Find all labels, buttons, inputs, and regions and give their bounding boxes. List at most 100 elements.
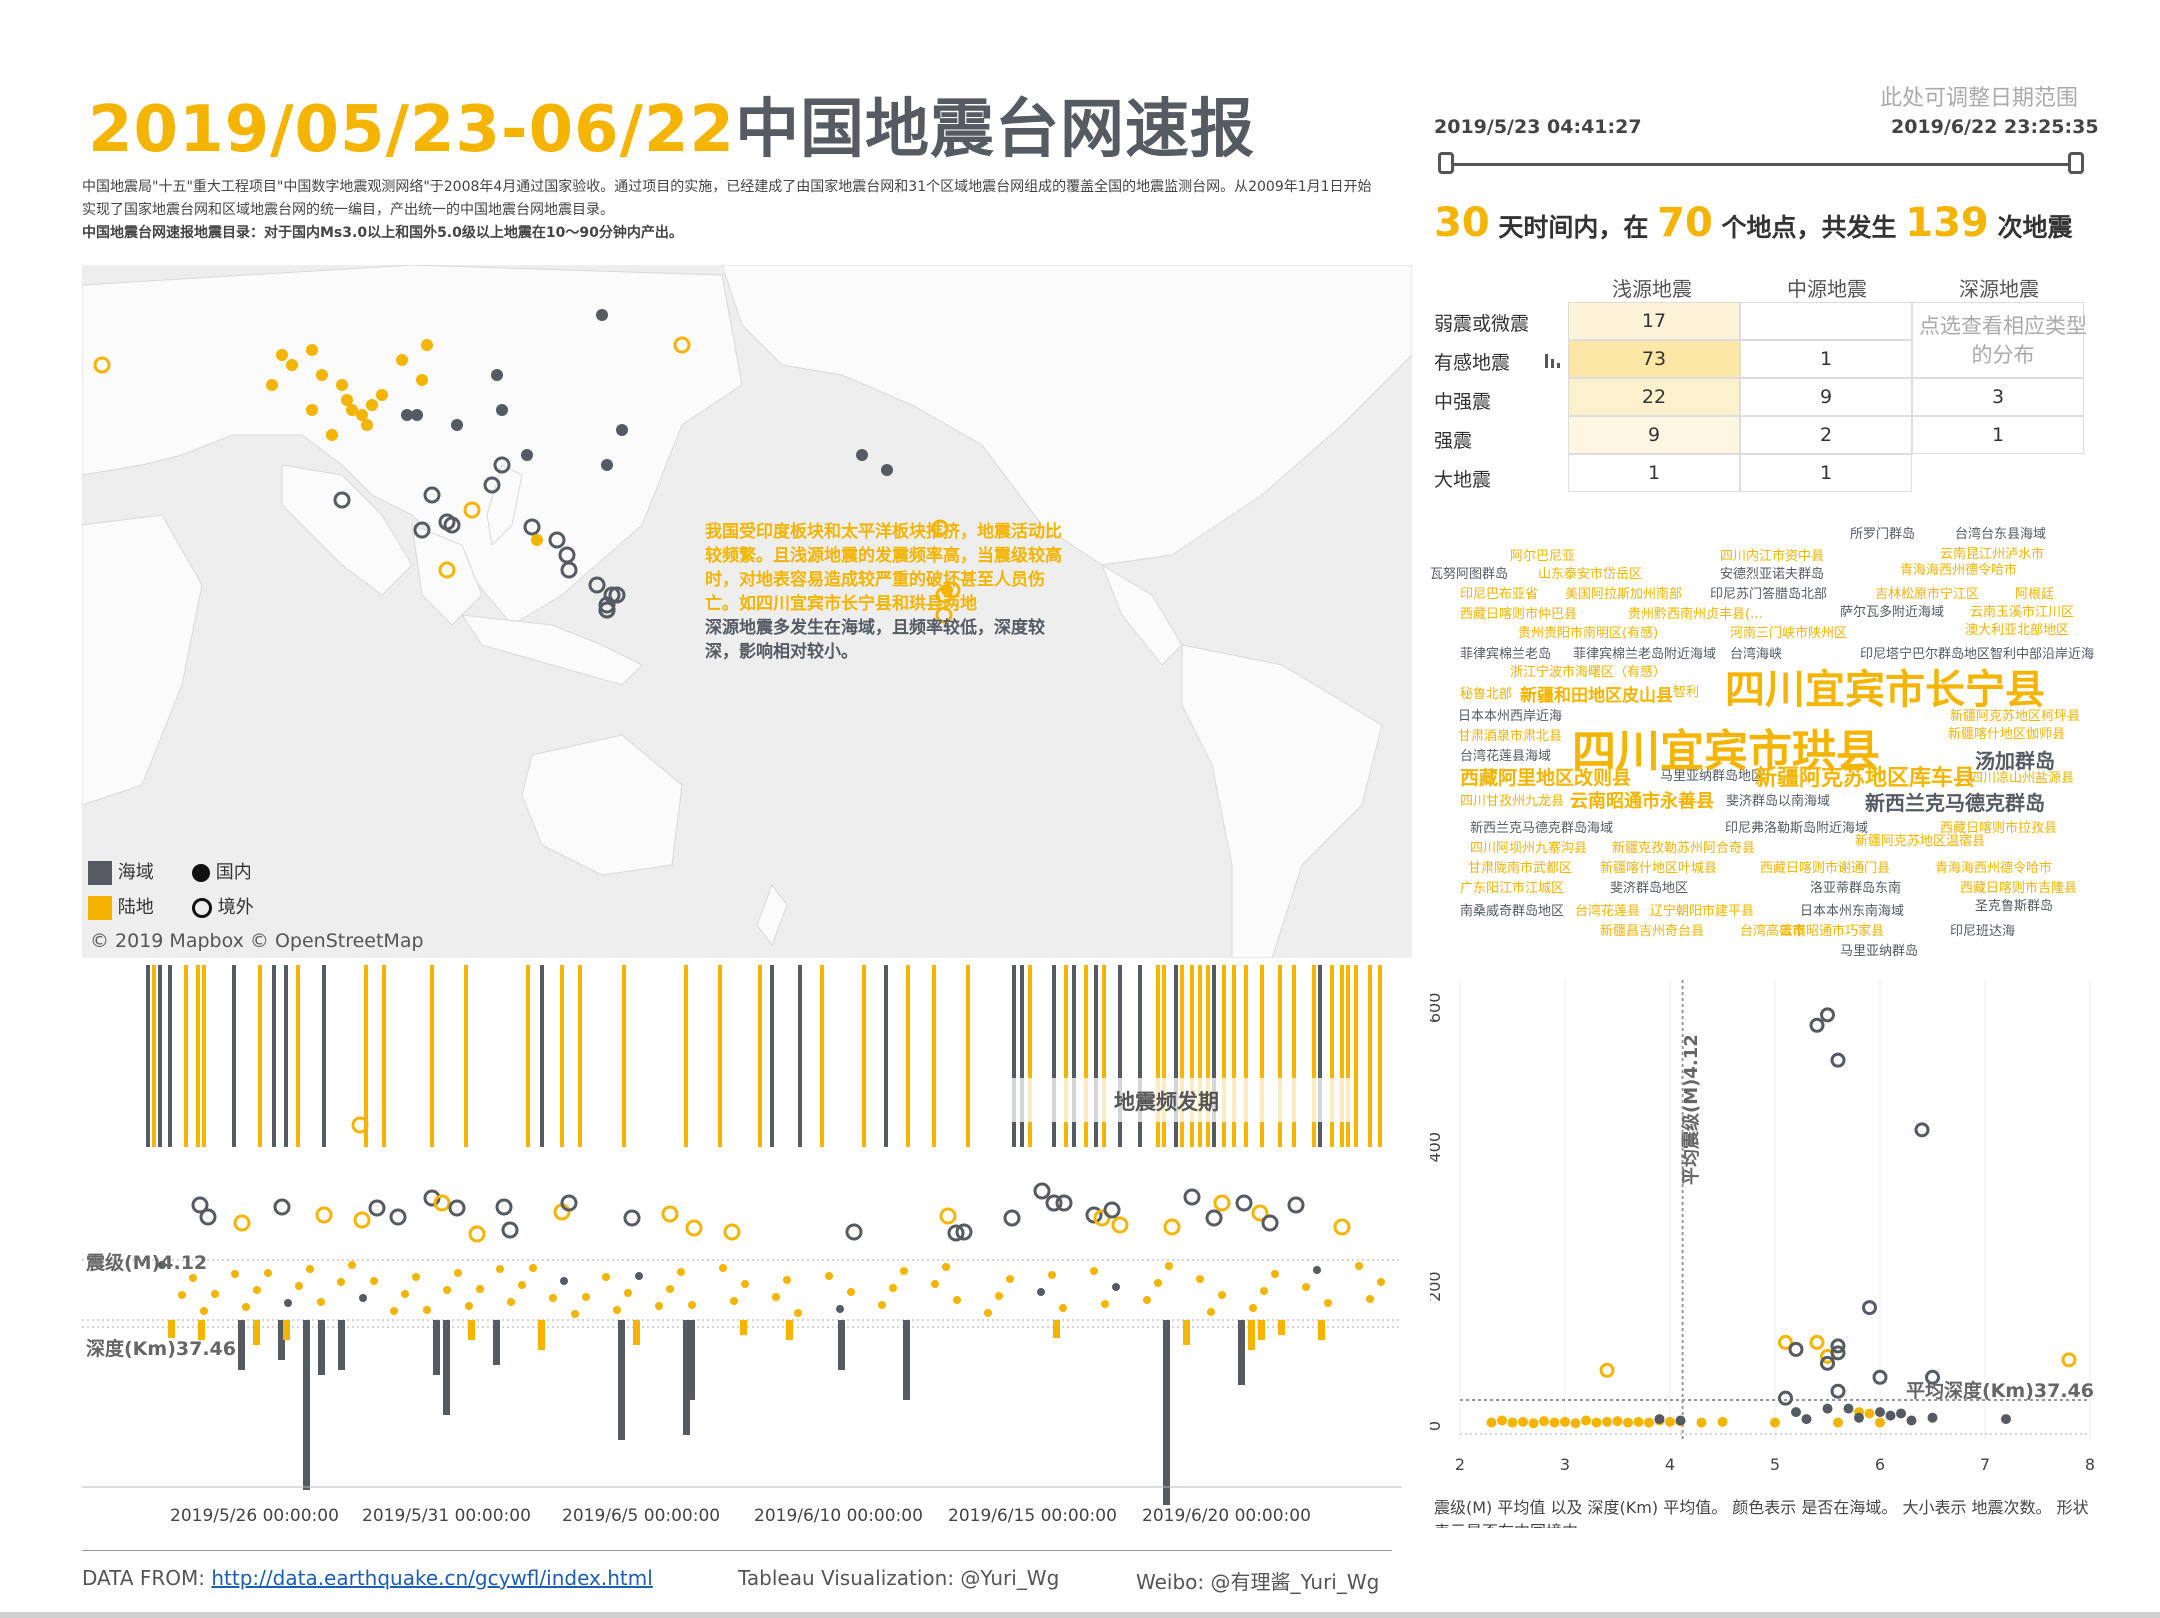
word-cloud-term[interactable]: 所罗门群岛 [1850,527,1916,542]
word-cloud-term[interactable]: 云南玉溪市江川区 [1970,605,2075,620]
word-cloud-term[interactable]: 菲律宾棉兰老岛 [1460,647,1552,662]
word-cloud-term[interactable]: 新疆阿克苏地区温宿县 [1855,834,1986,849]
word-cloud-term[interactable]: 阿尔巴尼亚 [1510,549,1576,564]
word-cloud-term[interactable]: 印尼巴布亚省 [1460,587,1539,602]
word-cloud-term[interactable]: 四川阿坝州九寨沟县 [1470,841,1588,856]
matrix-cell[interactable]: 17 [1568,302,1740,340]
word-cloud-term[interactable]: 新疆阿克苏地区库车县 [1755,766,1976,791]
word-cloud-term[interactable]: 云南昭通市永善县 [1570,791,1714,812]
word-cloud-term[interactable]: 瓦努阿图群岛 [1430,567,1509,582]
word-cloud-term[interactable]: 萨尔瓦多附近海域 [1840,605,1945,620]
timeline-small-quake [370,1277,378,1285]
word-cloud-term[interactable]: 新西兰克马德克群岛 [1865,791,2045,815]
matrix-cell[interactable]: 3 [1912,378,2084,416]
word-cloud-term[interactable]: 山东泰安市岱岳区 [1538,567,1643,582]
word-cloud-term[interactable]: 四川甘孜州九龙县 [1460,794,1565,809]
word-cloud-term[interactable]: 台湾花莲县海域 [1460,749,1552,764]
word-cloud-term[interactable]: 菲律宾棉兰老岛附近海域 [1573,647,1717,662]
word-cloud-term[interactable]: 青海海西州德令哈市 [1900,563,2018,578]
word-cloud-term[interactable]: 智利 [1673,685,1700,700]
word-cloud-term[interactable]: 洛亚蒂群岛东南 [1810,881,1902,896]
word-cloud-term[interactable]: 新西兰克马德克群岛海域 [1470,821,1614,836]
word-cloud-term[interactable]: 斐济群岛以南海域 [1726,794,1831,809]
scatter-x-tick: 2 [1455,1455,1465,1474]
word-cloud-term[interactable]: 新疆克孜勒苏州阿合奇县 [1612,841,1756,856]
word-cloud-term[interactable]: 台湾高雄市 [1740,924,1806,939]
word-cloud-term[interactable]: 圣克鲁斯群岛 [1975,899,2054,914]
word-cloud-term[interactable]: 秘鲁北部 [1460,687,1513,702]
word-cloud-term[interactable]: 贵州黔西南州贞丰县(... [1628,607,1763,622]
matrix-cell[interactable]: 1 [1740,454,1912,492]
word-cloud-term[interactable]: 新疆喀什地区叶城县 [1600,861,1718,876]
landmass-central-america [1100,563,1183,666]
word-cloud-term[interactable]: 台湾花莲县 [1575,904,1641,919]
word-cloud-term[interactable]: 四川宜宾市珙县 [1572,726,1880,777]
word-cloud-term[interactable]: 西藏日喀则市拉孜县 [1940,821,2058,836]
matrix-cell[interactable]: 2 [1740,416,1912,454]
word-cloud-term[interactable]: 四川凉山州盐源县 [1970,771,2075,786]
word-cloud-term[interactable]: 浙江宁波市海曙区（有感） [1510,665,1667,680]
word-cloud-term[interactable]: 安德烈亚诺夫群岛 [1720,567,1825,582]
word-cloud-term[interactable]: 新疆喀什地区伽师县 [1948,727,2066,742]
word-cloud-term[interactable]: 马里亚纳群岛地区 [1660,769,1765,784]
data-source-link[interactable]: http://data.earthquake.cn/gcywfl/index.h… [211,1566,653,1590]
word-cloud-term[interactable]: 汤加群岛 [1975,749,2055,773]
map-point-domestic [326,429,338,441]
word-cloud-term[interactable]: 西藏阿里地区改则县 [1460,767,1632,789]
matrix-cell[interactable]: 73 [1568,340,1740,378]
word-cloud-term[interactable]: 新疆阿克苏地区柯坪县 [1950,709,2081,724]
word-cloud-term[interactable]: 河南三门峡市陕州区 [1730,626,1848,641]
word-cloud-term[interactable]: 印尼塔宁巴尔群岛地区 [1860,647,1991,662]
magnitude-depth-scatter[interactable]: 2 3 4 5 6 7 8 0 200 400 600 [1425,970,2100,1490]
word-cloud-term[interactable]: 印尼班达海 [1950,924,2016,939]
scatter-point [1665,1416,1675,1427]
scatter-point [1809,1334,1825,1350]
word-cloud-term[interactable]: 西藏日喀则市谢通门县 [1760,861,1891,876]
word-cloud-term[interactable]: 新疆和田地区皮山县 [1520,686,1673,706]
word-cloud-term[interactable]: 日本本州西岸近海 [1458,709,1563,724]
word-cloud-term[interactable]: 台湾海峡 [1730,647,1783,662]
word-cloud-term[interactable]: 辽宁朝阳市建平县 [1650,904,1755,919]
word-cloud-term[interactable]: 阿根廷 [2015,587,2055,602]
word-cloud-term[interactable]: 吉林松原市宁江区 [1875,587,1980,602]
word-cloud-term[interactable]: 贵州贵阳市南明区(有感) [1518,626,1659,641]
matrix-cell[interactable] [1740,302,1912,340]
word-cloud-term[interactable]: 甘肃酒泉市肃北县 [1458,729,1563,744]
x-tick-label: 2019/5/31 00:00:00 [362,1506,531,1526]
word-cloud-term[interactable]: 甘肃陇南市武都区 [1468,861,1573,876]
word-cloud-term[interactable]: 马里亚纳群岛 [1840,944,1919,959]
word-cloud-term[interactable]: 青海海西州德令哈市 [1935,861,2053,876]
matrix-cell[interactable]: 1 [1740,340,1912,378]
matrix-cell[interactable]: 1 [1912,416,2084,454]
word-cloud-term[interactable]: 澳大利亚北部地区 [1965,623,2070,638]
word-cloud-term[interactable]: 云南昆江州泸水市 [1940,547,2045,562]
earthquake-map[interactable] [82,265,1412,958]
word-cloud-term[interactable]: 美国阿拉斯加州南部 [1565,587,1683,602]
depth-bar [443,1320,450,1415]
word-cloud-term[interactable]: 台湾台东县海域 [1955,527,2047,542]
word-cloud-term[interactable]: 四川宜宾市长宁县 [1725,667,2045,713]
scatter-svg: 2 3 4 5 6 7 8 0 200 400 600 [1425,980,2095,1474]
date-range-slider[interactable] [1446,163,2076,166]
word-cloud-term[interactable]: 南桑威奇群岛地区 [1460,904,1565,919]
word-cloud-term[interactable]: 西藏日喀则市吉隆县 [1960,881,2078,896]
slider-handle-start[interactable] [1438,152,1454,174]
word-cloud-term[interactable]: 印尼苏门答腊岛北部 [1710,587,1828,602]
slider-handle-end[interactable] [2068,152,2084,174]
word-cloud-term[interactable]: 四川内江市资中县 [1720,549,1825,564]
matrix-cell[interactable]: 9 [1568,416,1740,454]
word-cloud-term[interactable]: 印尼弗洛勒斯岛附近海域 [1725,821,1869,836]
word-cloud-term[interactable]: 广东阳江市江城区 [1460,881,1565,896]
word-cloud-term[interactable]: 西藏日喀则市仲巴县 [1460,607,1578,622]
matrix-cell[interactable]: 1 [1568,454,1740,492]
location-word-cloud[interactable]: 所罗门群岛 台湾台东县海域阿尔巴尼亚 四川内江市资中县 云南昆江州泸水市瓦努阿图群岛 山… [1430,515,2094,959]
timeline-event-bar [1312,965,1316,1147]
word-cloud-term[interactable]: 新疆昌吉州奇台县 [1600,924,1705,939]
word-cloud-term[interactable]: 日本本州东南海域 [1800,904,1905,919]
word-cloud-term[interactable]: 智利中部沿岸近海 [1990,647,2095,662]
timeline-chart[interactable] [82,965,1402,1535]
word-cloud-term[interactable]: 斐济群岛地区 [1610,881,1689,896]
matrix-cell[interactable]: 9 [1740,378,1912,416]
word-cloud-term[interactable]: 云南昭通市巧家县 [1780,924,1885,939]
matrix-cell[interactable]: 22 [1568,378,1740,416]
